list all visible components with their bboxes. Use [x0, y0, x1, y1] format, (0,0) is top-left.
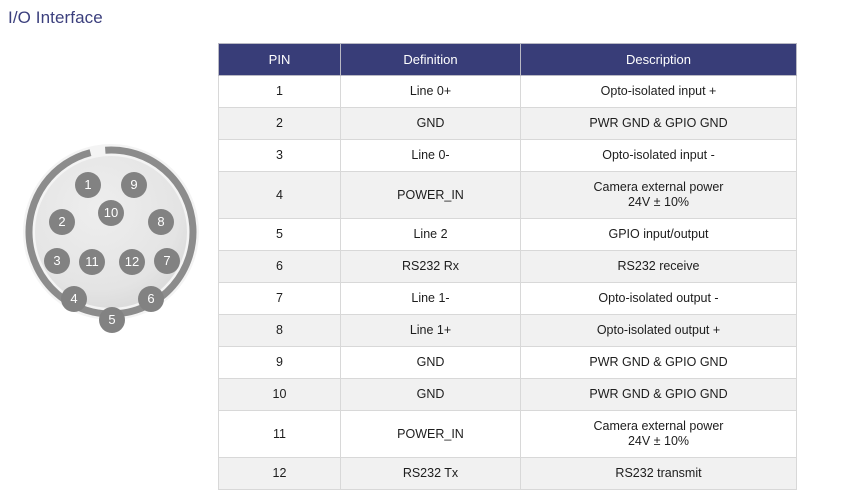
connector-pin-2: 2 [49, 209, 75, 235]
cell-pin: 5 [218, 218, 341, 251]
column-header-definition: Definition [340, 43, 521, 76]
cell-description-line1: GPIO input/output [608, 227, 709, 241]
cell-definition: Line 2 [340, 218, 521, 251]
cell-definition: POWER_IN [340, 171, 521, 219]
table-row: 4 POWER_IN Camera external power 24V ± 10% [218, 171, 797, 219]
cell-description-line1: PWR GND & GPIO GND [589, 387, 728, 401]
cell-description: Camera external power 24V ± 10% [520, 410, 797, 458]
column-header-description: Description [520, 43, 797, 76]
connector-pin-7: 7 [154, 248, 180, 274]
connector-pin-12: 12 [119, 249, 145, 275]
connector-shell-icon [23, 144, 199, 320]
connector-pin-11: 11 [79, 249, 105, 275]
cell-definition: Line 0- [340, 139, 521, 172]
cell-definition: GND [340, 378, 521, 411]
cell-description-line2: 24V ± 10% [627, 434, 690, 448]
cell-definition: RS232 Tx [340, 457, 521, 490]
cell-description: PWR GND & GPIO GND [520, 346, 797, 379]
io-pin-table: PIN Definition Description 1 Line 0+ Opto-… [218, 43, 797, 490]
cell-description-line1: Opto-isolated output + [596, 323, 721, 337]
column-header-pin: PIN [218, 43, 341, 76]
cell-pin: 8 [218, 314, 341, 347]
connector-pin-10: 10 [98, 200, 124, 226]
cell-pin: 9 [218, 346, 341, 379]
cell-pin: 6 [218, 250, 341, 283]
cell-definition: GND [340, 107, 521, 140]
table-row: 5 Line 2 GPIO input/output [218, 218, 797, 251]
cell-description-line1: RS232 transmit [615, 466, 702, 480]
table-row: 1 Line 0+ Opto-isolated input + [218, 75, 797, 108]
cell-description-line1: Camera external power [593, 419, 724, 433]
cell-definition: GND [340, 346, 521, 379]
cell-description: Opto-isolated output + [520, 314, 797, 347]
connector-pin-3: 3 [44, 248, 70, 274]
table-row: 12 RS232 Tx RS232 transmit [218, 457, 797, 490]
table-row: 2 GND PWR GND & GPIO GND [218, 107, 797, 140]
connector-pin-1: 1 [75, 172, 101, 198]
connector-pin-5: 5 [99, 307, 125, 333]
cell-definition: Line 1- [340, 282, 521, 315]
cell-pin: 2 [218, 107, 341, 140]
cell-description-line1: Opto-isolated input - [602, 148, 715, 162]
cell-description-line1: RS232 receive [617, 259, 700, 273]
connector-diagram: 1 9 2 10 8 3 11 12 7 4 6 5 [22, 143, 200, 333]
cell-pin: 3 [218, 139, 341, 172]
cell-description-line1: Camera external power [593, 180, 724, 194]
cell-pin: 1 [218, 75, 341, 108]
cell-description: RS232 transmit [520, 457, 797, 490]
connector-pin-4: 4 [61, 286, 87, 312]
connector-pin-9: 9 [121, 172, 147, 198]
connector-pin-6: 6 [138, 286, 164, 312]
cell-definition: RS232 Rx [340, 250, 521, 283]
cell-description: RS232 receive [520, 250, 797, 283]
cell-pin: 11 [218, 410, 341, 458]
cell-description-line2: 24V ± 10% [627, 195, 690, 209]
cell-description: Camera external power 24V ± 10% [520, 171, 797, 219]
table-row: 10 GND PWR GND & GPIO GND [218, 378, 797, 411]
cell-description: Opto-isolated input + [520, 75, 797, 108]
cell-description: PWR GND & GPIO GND [520, 378, 797, 411]
table-row: 7 Line 1- Opto-isolated output - [218, 282, 797, 315]
cell-pin: 7 [218, 282, 341, 315]
cell-description-line1: Opto-isolated output - [598, 291, 719, 305]
cell-definition: POWER_IN [340, 410, 521, 458]
table-row: 3 Line 0- Opto-isolated input - [218, 139, 797, 172]
cell-description: Opto-isolated input - [520, 139, 797, 172]
table-row: 11 POWER_IN Camera external power 24V ± 10% [218, 410, 797, 458]
page-title: I/O Interface [8, 8, 103, 27]
table-row: 8 Line 1+ Opto-isolated output + [218, 314, 797, 347]
cell-description-line1: Opto-isolated input + [600, 84, 717, 98]
table-row: 6 RS232 Rx RS232 receive [218, 250, 797, 283]
cell-definition: Line 1+ [340, 314, 521, 347]
cell-pin: 4 [218, 171, 341, 219]
table-row: 9 GND PWR GND & GPIO GND [218, 346, 797, 379]
cell-description: GPIO input/output [520, 218, 797, 251]
cell-description-line1: PWR GND & GPIO GND [589, 116, 728, 130]
cell-description-line1: PWR GND & GPIO GND [589, 355, 728, 369]
cell-description: PWR GND & GPIO GND [520, 107, 797, 140]
cell-description: Opto-isolated output - [520, 282, 797, 315]
cell-pin: 12 [218, 457, 341, 490]
cell-pin: 10 [218, 378, 341, 411]
table-header-row: PIN Definition Description [218, 43, 797, 76]
connector-pin-8: 8 [148, 209, 174, 235]
cell-definition: Line 0+ [340, 75, 521, 108]
